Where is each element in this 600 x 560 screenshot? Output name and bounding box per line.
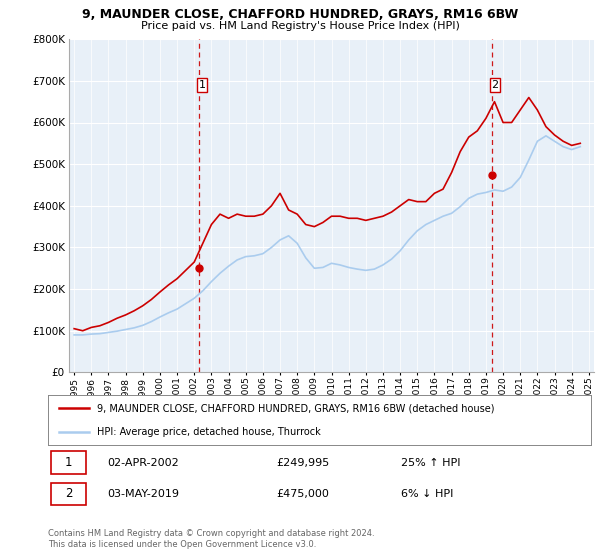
FancyBboxPatch shape	[51, 451, 86, 474]
Text: 9, MAUNDER CLOSE, CHAFFORD HUNDRED, GRAYS, RM16 6BW (detached house): 9, MAUNDER CLOSE, CHAFFORD HUNDRED, GRAY…	[97, 403, 494, 413]
Text: HPI: Average price, detached house, Thurrock: HPI: Average price, detached house, Thur…	[97, 427, 320, 437]
Text: 1: 1	[199, 80, 205, 90]
Text: 02-APR-2002: 02-APR-2002	[108, 458, 179, 468]
Text: Contains HM Land Registry data © Crown copyright and database right 2024.
This d: Contains HM Land Registry data © Crown c…	[48, 529, 374, 549]
Text: Price paid vs. HM Land Registry's House Price Index (HPI): Price paid vs. HM Land Registry's House …	[140, 21, 460, 31]
Text: 1: 1	[65, 456, 73, 469]
Text: 03-MAY-2019: 03-MAY-2019	[108, 489, 180, 499]
Text: 9, MAUNDER CLOSE, CHAFFORD HUNDRED, GRAYS, RM16 6BW: 9, MAUNDER CLOSE, CHAFFORD HUNDRED, GRAY…	[82, 8, 518, 21]
Text: 25% ↑ HPI: 25% ↑ HPI	[401, 458, 460, 468]
Text: 2: 2	[491, 80, 499, 90]
FancyBboxPatch shape	[51, 483, 86, 505]
Text: 2: 2	[65, 487, 73, 501]
Text: £475,000: £475,000	[276, 489, 329, 499]
Text: £249,995: £249,995	[276, 458, 329, 468]
Text: 6% ↓ HPI: 6% ↓ HPI	[401, 489, 454, 499]
